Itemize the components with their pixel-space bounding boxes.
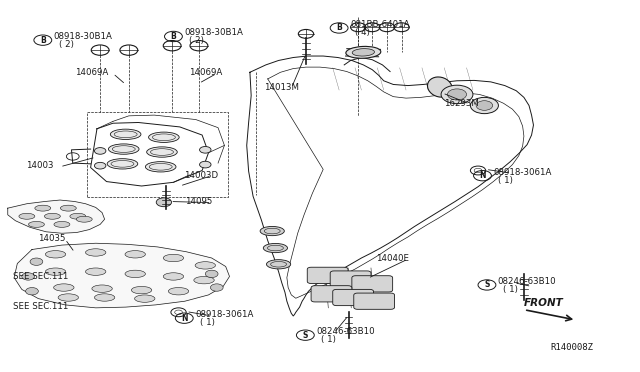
Text: SEE SEC.111: SEE SEC.111	[13, 272, 68, 281]
Ellipse shape	[110, 129, 141, 140]
Text: 14003: 14003	[26, 161, 53, 170]
Ellipse shape	[86, 249, 106, 256]
Circle shape	[470, 97, 499, 113]
Ellipse shape	[76, 216, 92, 222]
FancyBboxPatch shape	[333, 289, 374, 306]
Ellipse shape	[263, 243, 287, 253]
Circle shape	[200, 161, 211, 168]
Text: 08246-63B10: 08246-63B10	[498, 277, 556, 286]
Circle shape	[447, 89, 467, 100]
Text: 08918-3061A: 08918-3061A	[493, 167, 552, 177]
Text: SEE SEC.111: SEE SEC.111	[13, 302, 68, 311]
Circle shape	[441, 85, 473, 104]
Text: B: B	[40, 36, 45, 45]
Text: 08246-63B10: 08246-63B10	[316, 327, 375, 336]
Circle shape	[30, 258, 43, 265]
Ellipse shape	[194, 276, 214, 284]
Ellipse shape	[260, 227, 284, 235]
Text: 14069A: 14069A	[189, 68, 223, 77]
Ellipse shape	[45, 251, 66, 258]
Text: 14035: 14035	[38, 234, 66, 243]
Text: ( 1): ( 1)	[321, 335, 336, 344]
Ellipse shape	[163, 273, 184, 280]
Text: N: N	[479, 171, 486, 180]
Circle shape	[95, 148, 106, 154]
Ellipse shape	[92, 285, 112, 292]
Text: ( 4): ( 4)	[355, 28, 370, 37]
Text: FRONT: FRONT	[524, 298, 564, 308]
Ellipse shape	[163, 254, 184, 262]
Text: S: S	[484, 280, 490, 289]
Ellipse shape	[28, 221, 44, 227]
Ellipse shape	[58, 294, 79, 301]
FancyBboxPatch shape	[307, 267, 348, 283]
Text: S: S	[303, 331, 308, 340]
Ellipse shape	[352, 49, 374, 56]
Text: 14069A: 14069A	[75, 68, 108, 77]
Text: 08918-30B1A: 08918-30B1A	[184, 28, 243, 37]
Ellipse shape	[346, 46, 381, 58]
Circle shape	[200, 147, 211, 153]
Ellipse shape	[19, 213, 35, 219]
Text: B: B	[171, 32, 176, 41]
Ellipse shape	[125, 251, 145, 258]
Ellipse shape	[95, 294, 115, 301]
Ellipse shape	[145, 161, 176, 172]
Text: 14013M: 14013M	[264, 83, 299, 92]
Ellipse shape	[131, 286, 152, 294]
Circle shape	[95, 162, 106, 169]
FancyBboxPatch shape	[352, 276, 393, 292]
Text: B: B	[336, 23, 342, 32]
Text: 08918-3061A: 08918-3061A	[195, 310, 253, 319]
Text: 081BB-6401A: 081BB-6401A	[350, 20, 410, 29]
Ellipse shape	[134, 295, 155, 302]
Ellipse shape	[70, 213, 86, 219]
Text: 14095: 14095	[185, 198, 212, 206]
Circle shape	[22, 273, 35, 280]
Text: 16293M: 16293M	[444, 99, 479, 108]
Ellipse shape	[107, 159, 138, 169]
Ellipse shape	[428, 77, 452, 97]
Ellipse shape	[168, 288, 189, 295]
Ellipse shape	[266, 260, 291, 269]
FancyBboxPatch shape	[311, 286, 352, 302]
Ellipse shape	[44, 213, 60, 219]
Text: ( 2): ( 2)	[189, 36, 204, 45]
Polygon shape	[8, 200, 104, 233]
Text: ( 1): ( 1)	[200, 318, 215, 327]
FancyBboxPatch shape	[330, 271, 371, 287]
Circle shape	[476, 101, 493, 110]
Circle shape	[205, 270, 218, 278]
Text: 14040E: 14040E	[376, 254, 409, 263]
Ellipse shape	[195, 262, 216, 269]
Circle shape	[211, 284, 223, 291]
Ellipse shape	[147, 147, 177, 157]
Ellipse shape	[54, 284, 74, 291]
Text: ( 1): ( 1)	[503, 285, 518, 294]
Text: ( 2): ( 2)	[59, 40, 74, 49]
Circle shape	[26, 288, 38, 295]
Ellipse shape	[45, 268, 66, 275]
Text: 08918-30B1A: 08918-30B1A	[54, 32, 113, 41]
Ellipse shape	[54, 221, 70, 227]
FancyBboxPatch shape	[354, 293, 394, 310]
Ellipse shape	[125, 270, 145, 278]
Ellipse shape	[86, 268, 106, 275]
Text: R140008Z: R140008Z	[550, 343, 594, 352]
Ellipse shape	[35, 205, 51, 211]
Ellipse shape	[60, 205, 76, 211]
Ellipse shape	[108, 144, 139, 154]
Ellipse shape	[148, 132, 179, 142]
Text: 14003D: 14003D	[184, 171, 218, 180]
Polygon shape	[14, 243, 230, 308]
Text: N: N	[181, 314, 188, 323]
Text: ( 1): ( 1)	[499, 176, 513, 185]
Circle shape	[156, 198, 172, 207]
